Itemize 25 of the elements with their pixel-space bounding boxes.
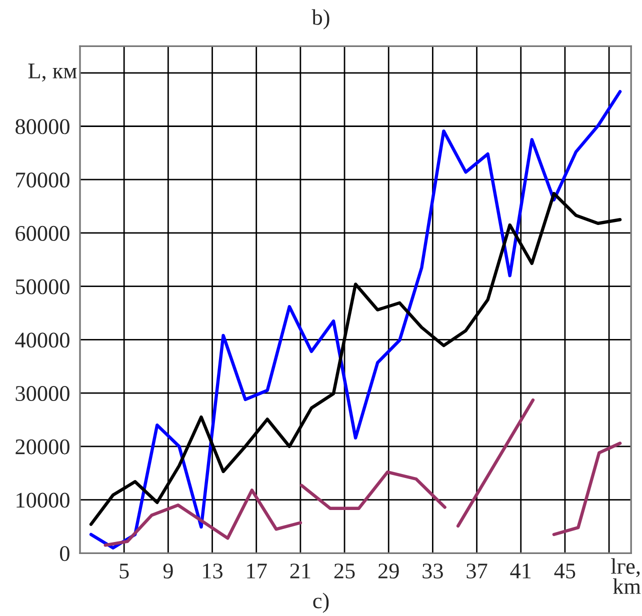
x-tick-label: 45 xyxy=(554,564,576,579)
y-tick-label: 60000 xyxy=(16,226,70,241)
x-tick-label: 13 xyxy=(203,564,222,579)
text: c) xyxy=(313,592,329,613)
chart-title: b) xyxy=(312,9,330,30)
x-tick-label: 41 xyxy=(510,564,531,578)
x-tick-label: 29 xyxy=(378,564,399,579)
x-tick-label: 33 xyxy=(422,564,443,579)
y-axis-title: L, км xyxy=(28,64,77,82)
y-tick-label: 80000 xyxy=(16,119,70,134)
x-axis-title: lге, km xyxy=(611,558,641,594)
y-tick-label: 0 xyxy=(60,546,70,562)
x-tick-label: 9 xyxy=(163,564,173,579)
x-tick-label: 5 xyxy=(120,564,129,579)
x-tick-label: 37 xyxy=(466,564,488,579)
y-tick-label: 30000 xyxy=(16,386,70,401)
line-series xyxy=(89,90,622,550)
y-tick-label: 70000 xyxy=(16,172,70,188)
y-tick-label: 40000 xyxy=(15,332,70,348)
x-tick-label: 25 xyxy=(334,564,355,579)
y-tick-label: 20000 xyxy=(16,439,70,454)
x-tick-label: 17 xyxy=(247,564,267,578)
x-tick-label: 21 xyxy=(290,564,310,578)
y-tick-label: 50000 xyxy=(16,279,70,294)
y-tick-label: 10000 xyxy=(16,492,70,508)
